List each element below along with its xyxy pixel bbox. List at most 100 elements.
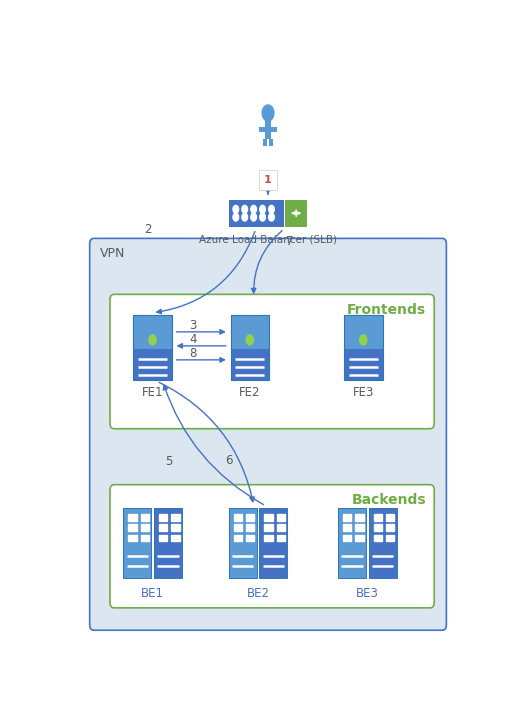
Text: FE2: FE2 — [239, 385, 260, 398]
Bar — [231, 316, 269, 350]
Text: BE3: BE3 — [356, 587, 379, 600]
Bar — [264, 515, 272, 521]
Text: 4: 4 — [189, 333, 197, 346]
Bar — [265, 126, 271, 128]
Bar — [259, 127, 265, 132]
Bar — [128, 524, 137, 531]
Circle shape — [251, 205, 256, 213]
Bar — [277, 524, 285, 531]
Bar — [264, 139, 267, 146]
Text: BE2: BE2 — [246, 587, 269, 600]
FancyBboxPatch shape — [110, 294, 434, 429]
Bar — [141, 524, 149, 531]
Bar — [141, 534, 149, 541]
Bar — [265, 119, 271, 140]
Bar — [259, 508, 287, 579]
Bar — [373, 524, 382, 531]
Bar — [159, 534, 167, 541]
Bar — [373, 534, 382, 541]
Bar — [285, 200, 307, 227]
Text: 7: 7 — [286, 235, 294, 248]
Circle shape — [149, 334, 156, 345]
Bar — [343, 515, 351, 521]
Bar — [234, 515, 242, 521]
Bar — [386, 515, 394, 521]
Bar — [264, 534, 272, 541]
Text: VPN: VPN — [100, 246, 125, 260]
Bar — [229, 508, 257, 579]
Bar — [343, 534, 351, 541]
Bar — [356, 534, 364, 541]
Bar — [246, 534, 254, 541]
Circle shape — [269, 205, 275, 213]
Text: 6: 6 — [225, 454, 233, 467]
Bar — [234, 524, 242, 531]
Text: FE1: FE1 — [142, 385, 163, 398]
Text: Backends: Backends — [351, 493, 426, 507]
Circle shape — [233, 205, 238, 213]
Text: FE3: FE3 — [353, 385, 374, 398]
Bar — [246, 524, 254, 531]
Text: 2: 2 — [144, 222, 152, 236]
Bar — [171, 524, 180, 531]
Bar — [271, 127, 277, 132]
Bar — [133, 350, 172, 379]
Bar — [128, 515, 137, 521]
Bar — [246, 515, 254, 521]
Text: 3: 3 — [189, 319, 197, 332]
Bar — [369, 508, 397, 579]
Bar — [369, 508, 397, 579]
Circle shape — [242, 205, 247, 213]
Text: 8: 8 — [189, 347, 197, 360]
Circle shape — [246, 334, 254, 345]
Bar — [344, 316, 382, 379]
Circle shape — [242, 213, 247, 221]
Circle shape — [262, 105, 274, 121]
Bar — [386, 534, 394, 541]
Bar — [154, 508, 182, 579]
Bar — [269, 139, 272, 146]
Bar — [141, 515, 149, 521]
Circle shape — [260, 213, 265, 221]
Text: 5: 5 — [165, 455, 172, 468]
Bar — [231, 316, 269, 379]
Bar — [259, 169, 277, 190]
Bar — [133, 316, 172, 379]
Circle shape — [260, 205, 265, 213]
Bar — [373, 515, 382, 521]
Circle shape — [360, 334, 367, 345]
Bar — [159, 515, 167, 521]
Bar — [356, 524, 364, 531]
Bar — [123, 508, 151, 579]
Text: Frontends: Frontends — [347, 302, 426, 317]
Circle shape — [233, 213, 238, 221]
Bar — [267, 139, 269, 146]
Bar — [386, 524, 394, 531]
Bar — [344, 350, 382, 379]
Bar — [234, 534, 242, 541]
Bar — [133, 316, 172, 350]
Bar — [229, 508, 257, 579]
Text: 1: 1 — [264, 174, 272, 185]
Bar — [259, 508, 287, 579]
Bar — [159, 524, 167, 531]
Text: BE1: BE1 — [141, 587, 164, 600]
Bar — [344, 316, 382, 350]
FancyBboxPatch shape — [110, 485, 434, 608]
Bar — [343, 524, 351, 531]
Bar — [123, 508, 151, 579]
Circle shape — [251, 213, 256, 221]
FancyBboxPatch shape — [90, 238, 446, 630]
Bar — [171, 534, 180, 541]
Bar — [338, 508, 366, 579]
Bar — [338, 508, 366, 579]
Bar — [277, 534, 285, 541]
Bar — [264, 524, 272, 531]
Bar — [277, 515, 285, 521]
Text: Azure Load Balancer (SLB): Azure Load Balancer (SLB) — [199, 235, 337, 244]
Bar — [128, 534, 137, 541]
Bar — [356, 515, 364, 521]
Bar — [229, 200, 284, 227]
Circle shape — [269, 213, 275, 221]
Bar — [231, 350, 269, 379]
